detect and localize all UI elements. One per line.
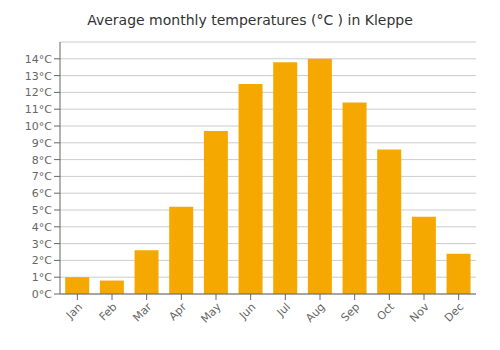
svg-text:Aug: Aug xyxy=(303,300,327,324)
svg-text:7°C: 7°C xyxy=(32,170,52,183)
svg-text:6°C: 6°C xyxy=(32,187,52,200)
svg-text:10°C: 10°C xyxy=(25,120,52,133)
svg-text:Jun: Jun xyxy=(236,300,258,322)
svg-text:Sep: Sep xyxy=(338,300,362,324)
svg-text:14°C: 14°C xyxy=(25,53,52,66)
svg-text:3°C: 3°C xyxy=(32,238,52,251)
svg-text:Nov: Nov xyxy=(407,300,432,325)
svg-text:8°C: 8°C xyxy=(32,154,52,167)
svg-text:Oct: Oct xyxy=(374,300,397,323)
svg-text:9°C: 9°C xyxy=(32,137,52,150)
svg-text:Dec: Dec xyxy=(442,300,466,324)
svg-text:Apr: Apr xyxy=(166,300,189,323)
svg-text:Feb: Feb xyxy=(97,300,120,323)
svg-text:Mar: Mar xyxy=(130,300,154,324)
svg-text:Jan: Jan xyxy=(63,300,85,322)
svg-text:0°C: 0°C xyxy=(32,288,52,301)
svg-text:1°C: 1°C xyxy=(32,271,52,284)
svg-text:11°C: 11°C xyxy=(25,103,52,116)
svg-text:May: May xyxy=(198,300,224,326)
svg-text:5°C: 5°C xyxy=(32,204,52,217)
svg-text:2°C: 2°C xyxy=(32,254,52,267)
svg-text:Jul: Jul xyxy=(274,300,293,319)
html-text:Average monthly temperatures (: Average monthly temperatures (°C ) in Kl… xyxy=(87,12,413,28)
svg-text:12°C: 12°C xyxy=(25,86,52,99)
svg-text:13°C: 13°C xyxy=(25,70,52,83)
svg-text:4°C: 4°C xyxy=(32,221,52,234)
